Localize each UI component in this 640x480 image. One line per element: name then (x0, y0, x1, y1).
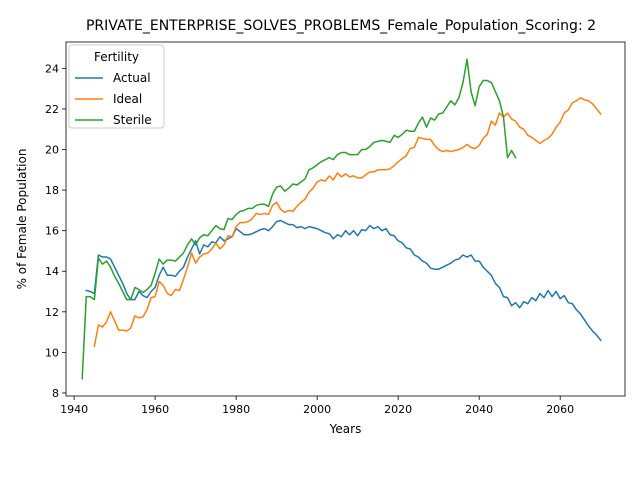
y-tick-label: 18 (45, 184, 59, 197)
y-tick-label: 10 (45, 346, 59, 359)
axes-frame (65, 41, 626, 397)
legend: Fertility Actual Ideal Sterile (68, 44, 165, 129)
x-tick-label: 2000 (303, 403, 331, 416)
y-tick-label: 14 (45, 265, 59, 278)
plot-area (65, 41, 626, 397)
series-line-actual (85, 219, 602, 342)
legend-title: Fertility (94, 50, 139, 64)
legend-label-sterile: Sterile (113, 113, 152, 127)
y-tick-label: 16 (45, 225, 59, 238)
series-line-ideal (93, 97, 602, 348)
y-axis: 8 10 12 14 16 18 20 22 24 (45, 62, 66, 400)
x-tick-label: 2020 (384, 403, 412, 416)
x-tick-label: 2060 (546, 403, 574, 416)
chart-title: PRIVATE_ENTERPRISE_SOLVES_PROBLEMS_Femal… (86, 18, 596, 34)
y-tick-label: 22 (45, 103, 59, 116)
y-tick-label: 20 (45, 144, 59, 157)
y-tick-label: 24 (45, 62, 59, 75)
x-tick-label: 1980 (222, 403, 250, 416)
x-axis-label: Years (329, 422, 362, 436)
y-axis-label: % of Female Population (15, 149, 29, 290)
series-layer (81, 58, 602, 380)
x-tick-label: 2040 (465, 403, 493, 416)
x-tick-label: 1960 (141, 403, 169, 416)
y-tick-label: 8 (52, 387, 59, 400)
x-tick-label: 1940 (60, 403, 88, 416)
series-line-sterile (81, 58, 517, 380)
legend-label-ideal: Ideal (113, 92, 142, 106)
y-tick-label: 12 (45, 306, 59, 319)
legend-items: Actual Ideal Sterile (75, 71, 152, 127)
legend-label-actual: Actual (113, 71, 151, 85)
legend-box (68, 44, 165, 129)
x-axis: 1940 1960 1980 2000 2020 2040 2060 (60, 396, 574, 416)
